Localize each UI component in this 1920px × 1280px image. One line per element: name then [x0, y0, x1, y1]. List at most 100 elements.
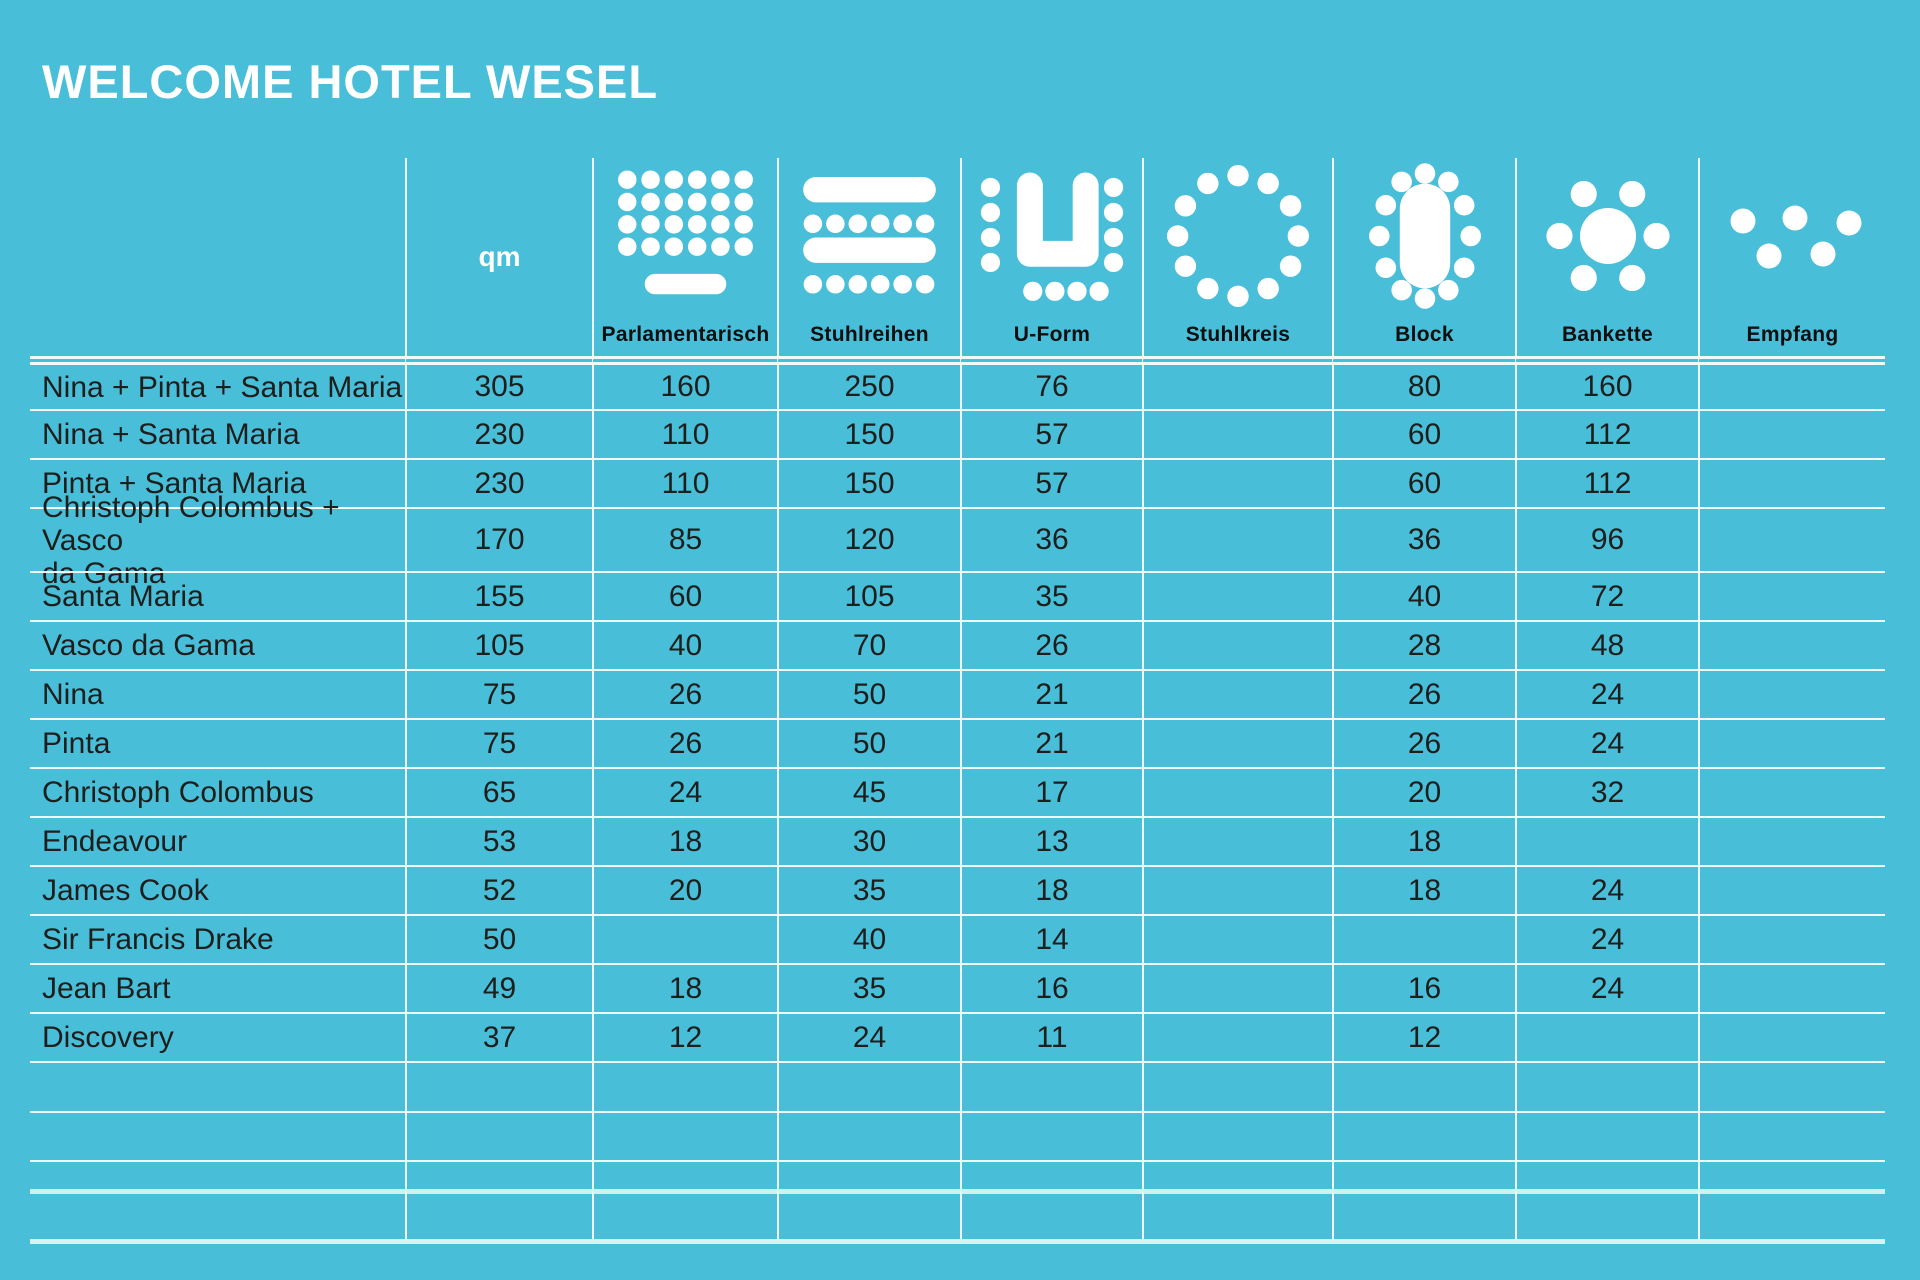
cell-qm: 305 — [405, 365, 592, 409]
room-name: Nina — [30, 669, 405, 718]
cell-stuhlreihen: 120 — [777, 507, 960, 571]
cell-stuhlkreis — [1142, 365, 1332, 409]
empty-cell — [405, 1189, 592, 1239]
empty-cell — [777, 1111, 960, 1160]
cell-block: 80 — [1332, 365, 1515, 409]
cell-parlamentarisch: 26 — [592, 669, 777, 718]
room-name: Sir Francis Drake — [30, 914, 405, 963]
column-label: Stuhlkreis — [1185, 323, 1291, 347]
cell-uform: 76 — [960, 365, 1142, 409]
cell-block: 20 — [1332, 767, 1515, 816]
cell-qm: 230 — [405, 409, 592, 458]
empty-cell — [1332, 1061, 1515, 1111]
room-name: Endeavour — [30, 816, 405, 865]
cell-qm: 53 — [405, 816, 592, 865]
cell-block: 40 — [1332, 571, 1515, 620]
cell-bankette: 48 — [1515, 620, 1698, 669]
room-name: Nina + Santa Maria — [30, 409, 405, 458]
empty-cell — [592, 1111, 777, 1160]
cell-stuhlreihen: 150 — [777, 458, 960, 507]
cell-empfang — [1698, 865, 1885, 914]
cell-bankette: 24 — [1515, 718, 1698, 767]
cell-bankette: 160 — [1515, 365, 1698, 409]
cell-qm: 65 — [405, 767, 592, 816]
header-block: Block — [1332, 158, 1515, 365]
cell-stuhlreihen: 105 — [777, 571, 960, 620]
empty-cell — [960, 1061, 1142, 1111]
cell-stuhlreihen: 250 — [777, 365, 960, 409]
column-label: Empfang — [1746, 323, 1839, 347]
cell-stuhlkreis — [1142, 718, 1332, 767]
reception-scattered-icon — [1700, 158, 1885, 314]
cell-stuhlreihen: 50 — [777, 669, 960, 718]
cell-qm: 75 — [405, 718, 592, 767]
empty-cell — [1515, 1189, 1698, 1239]
room-name: Christoph Colombus — [30, 767, 405, 816]
cell-bankette: 32 — [1515, 767, 1698, 816]
cell-bankette — [1515, 816, 1698, 865]
header-stuhlkreis: Stuhlkreis — [1142, 158, 1332, 365]
empty-cell — [30, 1061, 405, 1111]
cell-uform: 35 — [960, 571, 1142, 620]
cell-parlamentarisch — [592, 914, 777, 963]
cell-qm: 50 — [405, 914, 592, 963]
room-name: Jean Bart — [30, 963, 405, 1012]
cell-parlamentarisch: 12 — [592, 1012, 777, 1061]
cell-bankette: 112 — [1515, 409, 1698, 458]
cell-empfang — [1698, 365, 1885, 409]
cell-stuhlkreis — [1142, 963, 1332, 1012]
header-bankette: Bankette — [1515, 158, 1698, 365]
column-label: Stuhlreihen — [810, 323, 929, 347]
cell-qm: 170 — [405, 507, 592, 571]
empty-cell — [1142, 1061, 1332, 1111]
header-parlamentarisch: Parlamentarisch — [592, 158, 777, 365]
cell-block — [1332, 914, 1515, 963]
cell-uform: 16 — [960, 963, 1142, 1012]
cell-block: 16 — [1332, 963, 1515, 1012]
empty-cell — [1515, 1111, 1698, 1160]
cell-empfang — [1698, 458, 1885, 507]
cell-stuhlreihen: 35 — [777, 963, 960, 1012]
empty-cell — [1142, 1160, 1332, 1189]
cell-uform: 11 — [960, 1012, 1142, 1061]
cell-empfang — [1698, 409, 1885, 458]
cell-parlamentarisch: 40 — [592, 620, 777, 669]
room-name: Christoph Colombus + Vasco da Gama — [30, 491, 405, 590]
cell-uform: 13 — [960, 816, 1142, 865]
cell-uform: 57 — [960, 458, 1142, 507]
cell-uform: 17 — [960, 767, 1142, 816]
cell-stuhlreihen: 70 — [777, 620, 960, 669]
cell-parlamentarisch: 24 — [592, 767, 777, 816]
cell-bankette: 24 — [1515, 669, 1698, 718]
cell-stuhlreihen: 30 — [777, 816, 960, 865]
empty-cell — [1332, 1189, 1515, 1239]
cell-bankette: 24 — [1515, 865, 1698, 914]
cell-stuhlkreis — [1142, 409, 1332, 458]
cell-stuhlreihen: 35 — [777, 865, 960, 914]
empty-cell — [1698, 1111, 1885, 1160]
cell-parlamentarisch: 110 — [592, 458, 777, 507]
cell-uform: 18 — [960, 865, 1142, 914]
chair-circle-icon — [1144, 158, 1332, 314]
cell-empfang — [1698, 718, 1885, 767]
empty-cell — [592, 1061, 777, 1111]
cell-stuhlkreis — [1142, 669, 1332, 718]
cell-stuhlkreis — [1142, 571, 1332, 620]
empty-cell — [1515, 1061, 1698, 1111]
cell-bankette: 112 — [1515, 458, 1698, 507]
cell-bankette: 24 — [1515, 914, 1698, 963]
empty-cell — [405, 1160, 592, 1189]
cell-bankette — [1515, 1012, 1698, 1061]
empty-cell — [1698, 1061, 1885, 1111]
cell-uform: 36 — [960, 507, 1142, 571]
cell-qm: 105 — [405, 620, 592, 669]
column-label: Bankette — [1561, 323, 1654, 347]
cell-empfang — [1698, 1012, 1885, 1061]
parliamentary-seating-icon — [594, 158, 777, 314]
cell-block: 18 — [1332, 865, 1515, 914]
cell-stuhlkreis — [1142, 1012, 1332, 1061]
cell-uform: 26 — [960, 620, 1142, 669]
room-name: Pinta — [30, 718, 405, 767]
cell-empfang — [1698, 914, 1885, 963]
